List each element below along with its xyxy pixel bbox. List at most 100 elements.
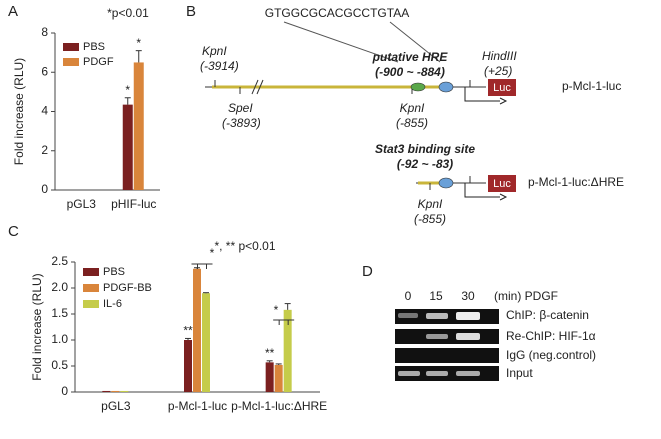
y-tick-label: 0: [41, 182, 48, 196]
band: [426, 371, 448, 376]
y-tick-label: 2: [41, 143, 48, 157]
y-tick-label: 1.0: [51, 332, 68, 346]
panel-letter: B: [186, 3, 196, 20]
site-position: (-855): [396, 116, 428, 130]
y-tick-label: 0: [61, 384, 68, 398]
lane-label: 0: [405, 289, 412, 303]
site-position: (-855): [414, 212, 446, 226]
site-label: HindIII: [482, 49, 517, 63]
y-tick-label: 6: [41, 64, 48, 78]
bar: [133, 62, 144, 190]
sequence: GTGGCGCACGCCTGTAA: [265, 6, 409, 20]
legend-label: PDGF: [83, 56, 114, 68]
site-position: (+25): [484, 64, 512, 78]
band: [426, 313, 448, 319]
bar: [184, 340, 192, 392]
luc-label: Luc: [493, 178, 511, 190]
hre-range: (-900 ~ -884): [375, 65, 445, 79]
x-tick-label: pHIF-luc: [111, 197, 156, 211]
break: [256, 79, 264, 95]
bar: [102, 390, 111, 392]
site-position: (-3914): [200, 59, 239, 73]
stat3-label: Stat3 binding site: [375, 142, 475, 156]
hre-site: [410, 82, 426, 92]
stat3-site: [438, 81, 454, 93]
legend-label: PBS: [83, 41, 105, 53]
legend-swatch: [83, 268, 99, 276]
x-tick-label: pGL3: [101, 399, 131, 413]
legend-swatch: [83, 284, 99, 292]
row-label: Re-ChIP: HIF-1α: [506, 329, 596, 343]
band: [456, 371, 480, 376]
significance-bracket: [273, 319, 295, 325]
panel-letter: C: [8, 223, 19, 240]
bar: [111, 390, 120, 392]
connector: [283, 21, 399, 63]
legend-swatch: [63, 43, 79, 51]
bar: [193, 268, 201, 392]
band: [398, 313, 418, 318]
y-axis-label: Fold increase (RLU): [12, 58, 26, 165]
y-tick-label: 8: [41, 25, 48, 39]
x-tick-label: pGL3: [67, 197, 97, 211]
band: [426, 334, 448, 339]
bar: [265, 362, 274, 392]
bar: [120, 390, 129, 392]
bar: [274, 364, 283, 392]
row-label: Input: [506, 366, 533, 380]
annotation: **: [265, 346, 275, 360]
bar: [202, 293, 210, 392]
legend-label: PBS: [103, 266, 125, 278]
band: [456, 312, 480, 320]
annotation: *: [136, 36, 141, 50]
annotation: *, ** p<0.01: [214, 239, 275, 253]
connector: [389, 21, 441, 63]
panel-letter: D: [362, 263, 373, 280]
annotation: **: [183, 324, 193, 338]
annotation: *: [210, 246, 215, 260]
y-tick-label: 4: [41, 104, 48, 118]
luc-box: [488, 79, 516, 96]
site-label: SpeI: [228, 101, 253, 115]
construct-name: p-Mcl-1-luc: [562, 79, 621, 93]
annotation: *: [125, 83, 130, 97]
x-tick-label: p-Mcl-1-luc:ΔHRE: [231, 399, 327, 413]
site-position: (-3893): [222, 116, 261, 130]
y-tick-label: 1.5: [51, 306, 68, 320]
hre-label: putative HRE: [372, 50, 449, 64]
tss-arrow-head: [499, 97, 508, 105]
site-label: KpnI: [400, 101, 425, 115]
gel: D: [362, 263, 499, 381]
row-label: IgG (neg.control): [506, 348, 596, 362]
legend-label: PDGF-BB: [103, 282, 152, 294]
lane-label: 30: [461, 289, 475, 303]
tss-arrow: [464, 183, 500, 198]
construct-name: p-Mcl-1-luc:ΔHRE: [528, 175, 624, 189]
break: [251, 79, 259, 95]
legend-swatch: [63, 58, 79, 66]
stat3-site: [438, 177, 454, 189]
legend-label: IL-6: [103, 298, 122, 310]
panel-letter: A: [8, 3, 18, 20]
lane-label: 15: [429, 289, 443, 303]
bar: [283, 309, 292, 392]
diagram: B GTGGCGCACGCCTGTAA Luc KpnI (-3914) Spe…: [186, 3, 624, 226]
lane-unit: (min) PDGF: [494, 289, 558, 303]
legend-swatch: [83, 300, 99, 308]
site-label: KpnI: [202, 44, 227, 58]
x-tick-label: p-Mcl-1-luc: [168, 399, 227, 413]
luc-box: [488, 175, 516, 192]
site-label: KpnI: [418, 197, 443, 211]
y-tick-label: 0.5: [51, 358, 68, 372]
band: [456, 333, 480, 340]
row-label: ChIP: β-catenin: [506, 308, 589, 322]
annotation: *p<0.01: [107, 6, 149, 20]
y-tick-label: 2.5: [51, 254, 68, 268]
significance-bracket: [191, 263, 213, 269]
band: [398, 371, 420, 376]
tss-arrow-head: [499, 193, 508, 201]
bar: [122, 104, 133, 190]
stat3-range: (-92 ~ -83): [397, 157, 453, 171]
